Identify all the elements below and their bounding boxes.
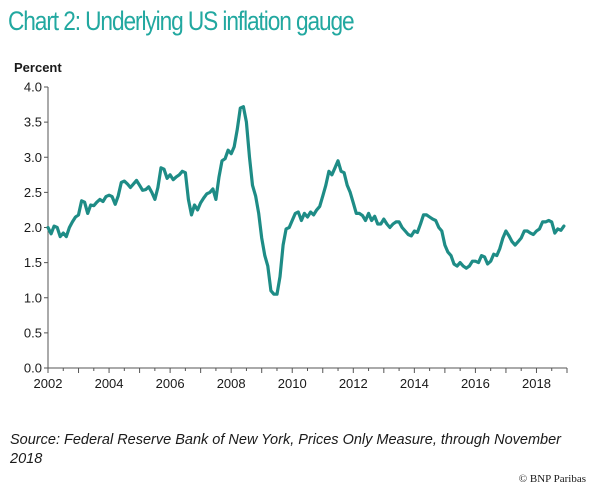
y-tick-label: 2.5 — [24, 185, 42, 200]
x-tick-label: 2006 — [156, 376, 185, 391]
x-tick-label: 2004 — [95, 376, 124, 391]
x-tick-label: 2014 — [400, 376, 429, 391]
source-note: Source: Federal Reserve Bank of New York… — [10, 432, 561, 467]
y-tick-label: 4.0 — [24, 80, 42, 95]
y-tick-label: 3.0 — [24, 150, 42, 165]
y-tick-label: 3.5 — [24, 115, 42, 130]
x-tick-label: 2012 — [339, 376, 368, 391]
chart-title: Chart 2: Underlying US inflation gauge — [8, 6, 355, 36]
y-tick-label: 0.0 — [24, 361, 42, 376]
x-tick-label: 2016 — [461, 376, 490, 391]
y-tick-label: 2.0 — [24, 220, 42, 235]
y-tick-label: 1.0 — [24, 290, 42, 305]
x-tick-label: 2002 — [34, 376, 63, 391]
y-tick-label: 0.5 — [24, 325, 42, 340]
inflation-gauge-line — [46, 105, 566, 296]
y-axis-label: Percent — [14, 60, 62, 75]
y-tick-label: 1.5 — [24, 255, 42, 270]
x-tick-label: 2008 — [217, 376, 246, 391]
x-tick-label: 2018 — [522, 376, 551, 391]
x-tick-label: 2010 — [278, 376, 307, 391]
line-chart: 0.0 0.5 1.0 1.5 2.0 2.5 3.0 3.5 4.0 2002 2004 2006 2… — [24, 80, 568, 391]
copyright-credit: © BNP Paribas — [518, 473, 586, 485]
